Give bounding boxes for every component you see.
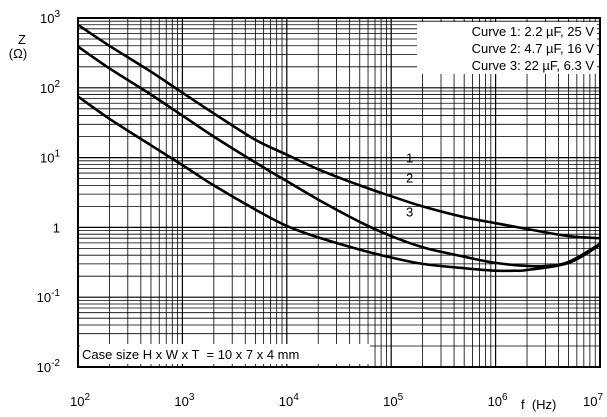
plot-frame [77, 17, 601, 368]
x-axis-label: f (Hz) [521, 397, 556, 412]
curve-1 [77, 23, 601, 240]
curve-label-2: 2 [406, 170, 413, 185]
case-size-box: Case size H x W x T = 10 x 7 x 4 mm [80, 344, 370, 364]
x-tick-label: 103 [174, 392, 194, 409]
y-tick-label: 10-2 [37, 358, 61, 375]
curves-layer [77, 23, 601, 273]
case-size-background [80, 344, 370, 364]
y-tick-label: 103 [40, 9, 60, 26]
plot-grid [78, 18, 600, 367]
legend-entry-3: Curve 3: 22 µF, 6.3 V [472, 58, 595, 73]
x-tick-label: 106 [488, 392, 508, 409]
y-tick-label: 101 [40, 149, 60, 166]
curve-3 [77, 95, 601, 273]
y-tick-labels: 103 102 101 1 10-1 10-2 [37, 9, 61, 375]
x-tick-label: 105 [383, 392, 403, 409]
legend-entry-2: Curve 2: 4.7 µF, 16 V [472, 41, 595, 56]
x-tick-label: 107 [583, 392, 603, 409]
curve-labels-layer: 1 2 3 [406, 151, 413, 220]
x-tick-label: 102 [70, 392, 90, 409]
y-tick-label: 102 [40, 79, 60, 96]
curve-label-3: 3 [406, 204, 413, 219]
legend-entry-1: Curve 1: 2.2 µF, 25 V [472, 24, 595, 39]
x-tick-label: 104 [279, 392, 299, 409]
y-tick-label: 10-1 [37, 288, 61, 305]
curve-label-1: 1 [406, 151, 413, 166]
case-size-annotation: Case size H x W x T = 10 x 7 x 4 mm [82, 347, 299, 362]
curve-2 [77, 45, 601, 268]
y-tick-label: 1 [53, 220, 60, 235]
y-axis-label-z: Z [18, 32, 26, 47]
y-axis-label-unit: (Ω) [9, 46, 27, 61]
x-tick-labels: 102 103 104 105 106 107 [70, 392, 603, 409]
legend-background [417, 22, 597, 74]
legend-box: Curve 1: 2.2 µF, 25 V Curve 2: 4.7 µF, 1… [417, 22, 597, 74]
